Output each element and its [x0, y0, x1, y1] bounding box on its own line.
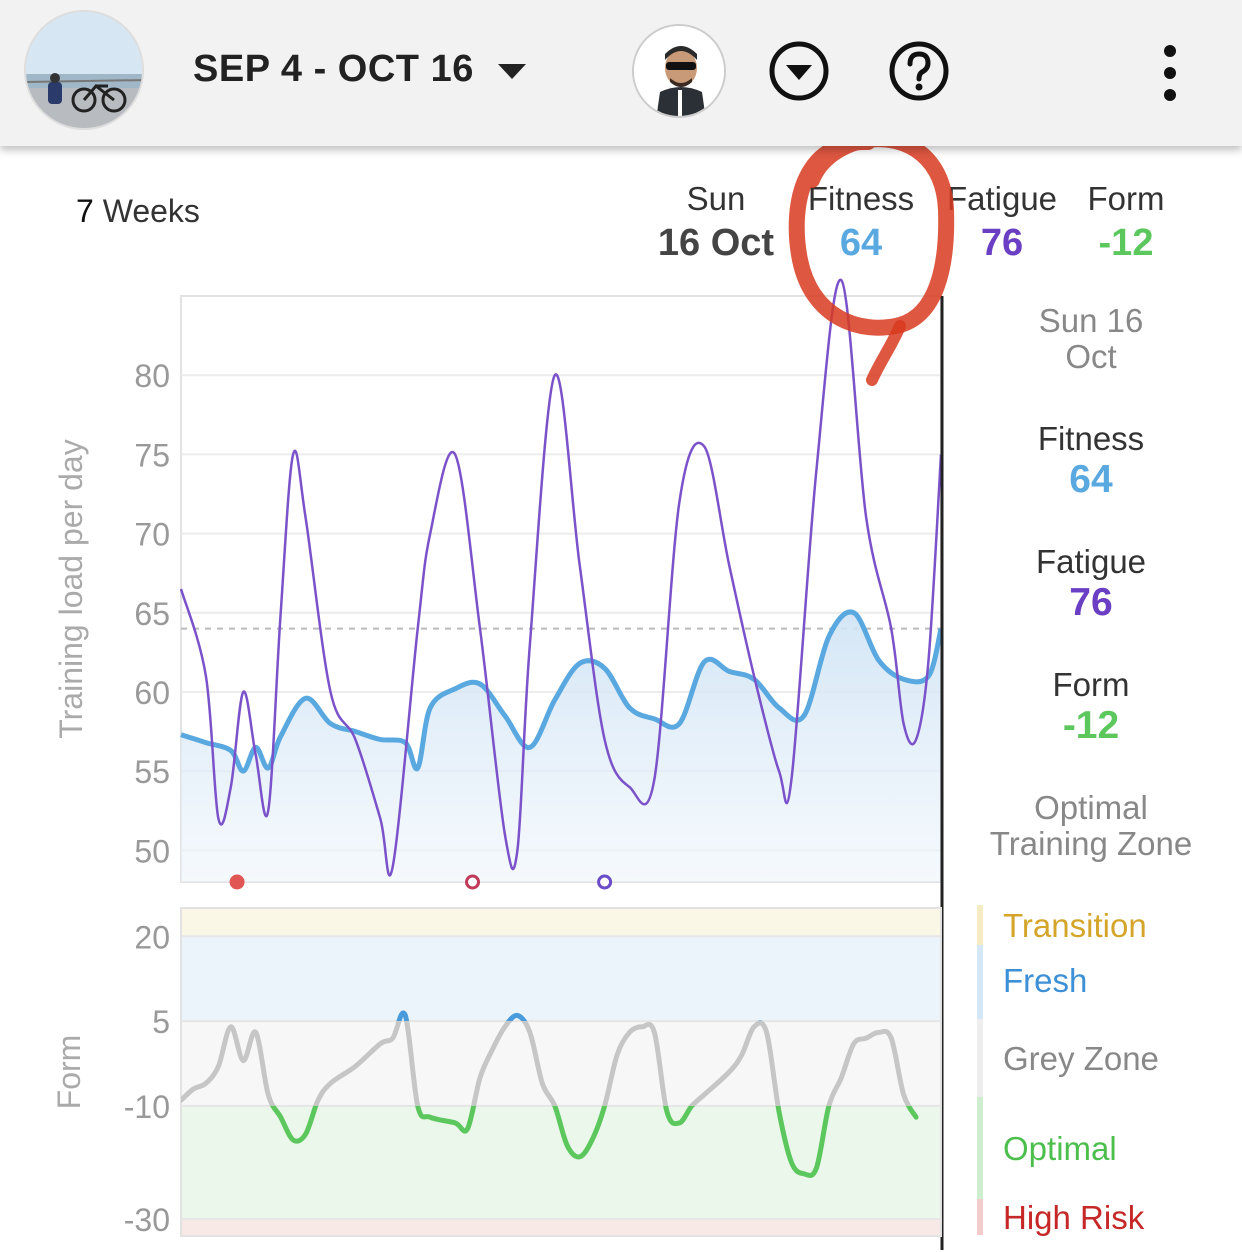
user-avatar[interactable]: [632, 24, 726, 118]
top-app-bar: SEP 4 - OCT 16: [0, 0, 1242, 146]
summary-form: Form -12: [1074, 180, 1178, 265]
user-avatar-image: [634, 26, 724, 116]
y-tick-label: 5: [152, 1004, 170, 1040]
legend-transition: Transition: [977, 905, 1217, 945]
side-panel-fitness: Fitness 64: [960, 420, 1222, 502]
event-marker: [597, 874, 613, 890]
form-chart[interactable]: 20 5 -10 -30 Form: [51, 907, 942, 1238]
side-date-line2: Oct: [1065, 338, 1117, 375]
summary-date: Sun 16 Oct: [640, 180, 792, 265]
summary-form-label: Form: [1087, 180, 1165, 217]
summary-day-date: 16 Oct: [657, 222, 775, 264]
legend-transition-label: Transition: [1003, 907, 1147, 944]
y-tick-label: 75: [134, 437, 170, 473]
plot-area: [180, 295, 942, 883]
summary-day-name: Sun: [686, 180, 746, 217]
side-fitness-label: Fitness: [1037, 420, 1145, 457]
form-line-segment: [396, 1010, 763, 1022]
annotation-tail: [866, 320, 906, 386]
side-form-label: Form: [1052, 666, 1130, 703]
zone-band: [181, 908, 941, 937]
date-range-selector[interactable]: SEP 4 - OCT 16: [193, 48, 526, 91]
fitness-line: [180, 609, 944, 774]
form-line-segment: [181, 1021, 912, 1106]
profile-photo-image: [26, 12, 142, 128]
more-vert-icon[interactable]: [1148, 44, 1192, 102]
side-fitness-value: 64: [1069, 458, 1113, 501]
y-tick-label: 60: [134, 675, 170, 711]
y-tick-label: 70: [134, 517, 170, 553]
y-tick-label: 65: [134, 596, 170, 632]
side-panel-form: Form -12: [960, 666, 1222, 748]
side-date-line1: Sun 16: [1038, 302, 1144, 339]
event-marker: [229, 874, 245, 890]
zone-band: [181, 1219, 941, 1236]
side-zone-line1: Optimal: [1034, 789, 1148, 826]
fatigue-line: [179, 278, 943, 877]
zone-band: [181, 936, 941, 1022]
legend-fresh: Fresh: [977, 945, 1217, 1019]
legend-high-risk-swatch: [977, 1199, 983, 1235]
side-panel-date: Sun 16 Oct: [960, 303, 1222, 375]
side-panel-zone: Optimal Training Zone: [960, 790, 1222, 862]
weeks-count: 7 Weeks: [76, 193, 200, 230]
legend-fresh-label: Fresh: [1003, 962, 1088, 999]
form-line-segment: [181, 1013, 916, 1176]
summary-fitness: Fitness 64: [800, 180, 922, 265]
side-zone-line2: Training Zone: [989, 825, 1193, 862]
summary-fatigue-label: Fatigue: [946, 180, 1058, 217]
profile-photo[interactable]: [24, 10, 144, 130]
caret-down-icon: [497, 64, 526, 79]
legend-transition-swatch: [977, 905, 983, 945]
y-tick-label: 20: [134, 919, 170, 955]
help-icon[interactable]: [888, 40, 950, 102]
legend-optimal: Optimal: [977, 1097, 1217, 1199]
event-marker: [465, 874, 481, 890]
summary-form-value: -12: [1098, 222, 1154, 264]
weeks-number: 7: [76, 193, 94, 229]
y-axis-label: Training load per day: [53, 439, 89, 738]
summary-fitness-value: 64: [839, 222, 883, 264]
weeks-label: Weeks: [102, 193, 200, 229]
side-form-value: -12: [1062, 704, 1120, 747]
legend-high-risk: High Risk: [977, 1199, 1217, 1236]
summary-fitness-label: Fitness: [807, 180, 915, 217]
zone-band: [181, 1105, 941, 1220]
filter-dropdown-icon[interactable]: [768, 40, 830, 102]
y-axis-label: Form: [51, 1035, 87, 1110]
form-line-segment: [270, 1105, 919, 1179]
zone-band: [181, 1021, 941, 1106]
training-load-chart[interactable]: 50 55 60 65 70 75 80 Training load per day: [53, 278, 944, 1250]
legend-fresh-swatch: [977, 945, 983, 1019]
plot-area: [180, 907, 942, 1237]
date-range-label: SEP 4 - OCT 16: [193, 48, 474, 90]
fitness-area: [181, 611, 941, 882]
side-fatigue-label: Fatigue: [1035, 543, 1147, 580]
side-panel-fatigue: Fatigue 76: [960, 543, 1222, 625]
y-tick-label: 55: [134, 754, 170, 790]
legend-grey-swatch: [977, 1019, 983, 1097]
y-tick-label: -10: [124, 1089, 170, 1125]
y-tick-label: -30: [124, 1202, 170, 1238]
y-tick-label: 50: [134, 833, 170, 869]
legend-high-risk-label: High Risk: [1003, 1199, 1145, 1236]
legend-grey-label: Grey Zone: [1003, 1040, 1159, 1077]
legend-grey-zone: Grey Zone: [977, 1019, 1217, 1097]
side-fatigue-value: 76: [1069, 581, 1113, 624]
legend-optimal-label: Optimal: [1003, 1130, 1117, 1167]
y-tick-label: 80: [134, 358, 170, 394]
legend-optimal-swatch: [977, 1097, 983, 1199]
form-line-segment: [181, 1013, 916, 1176]
summary-fatigue-value: 76: [980, 222, 1024, 264]
summary-fatigue: Fatigue 76: [940, 180, 1064, 265]
